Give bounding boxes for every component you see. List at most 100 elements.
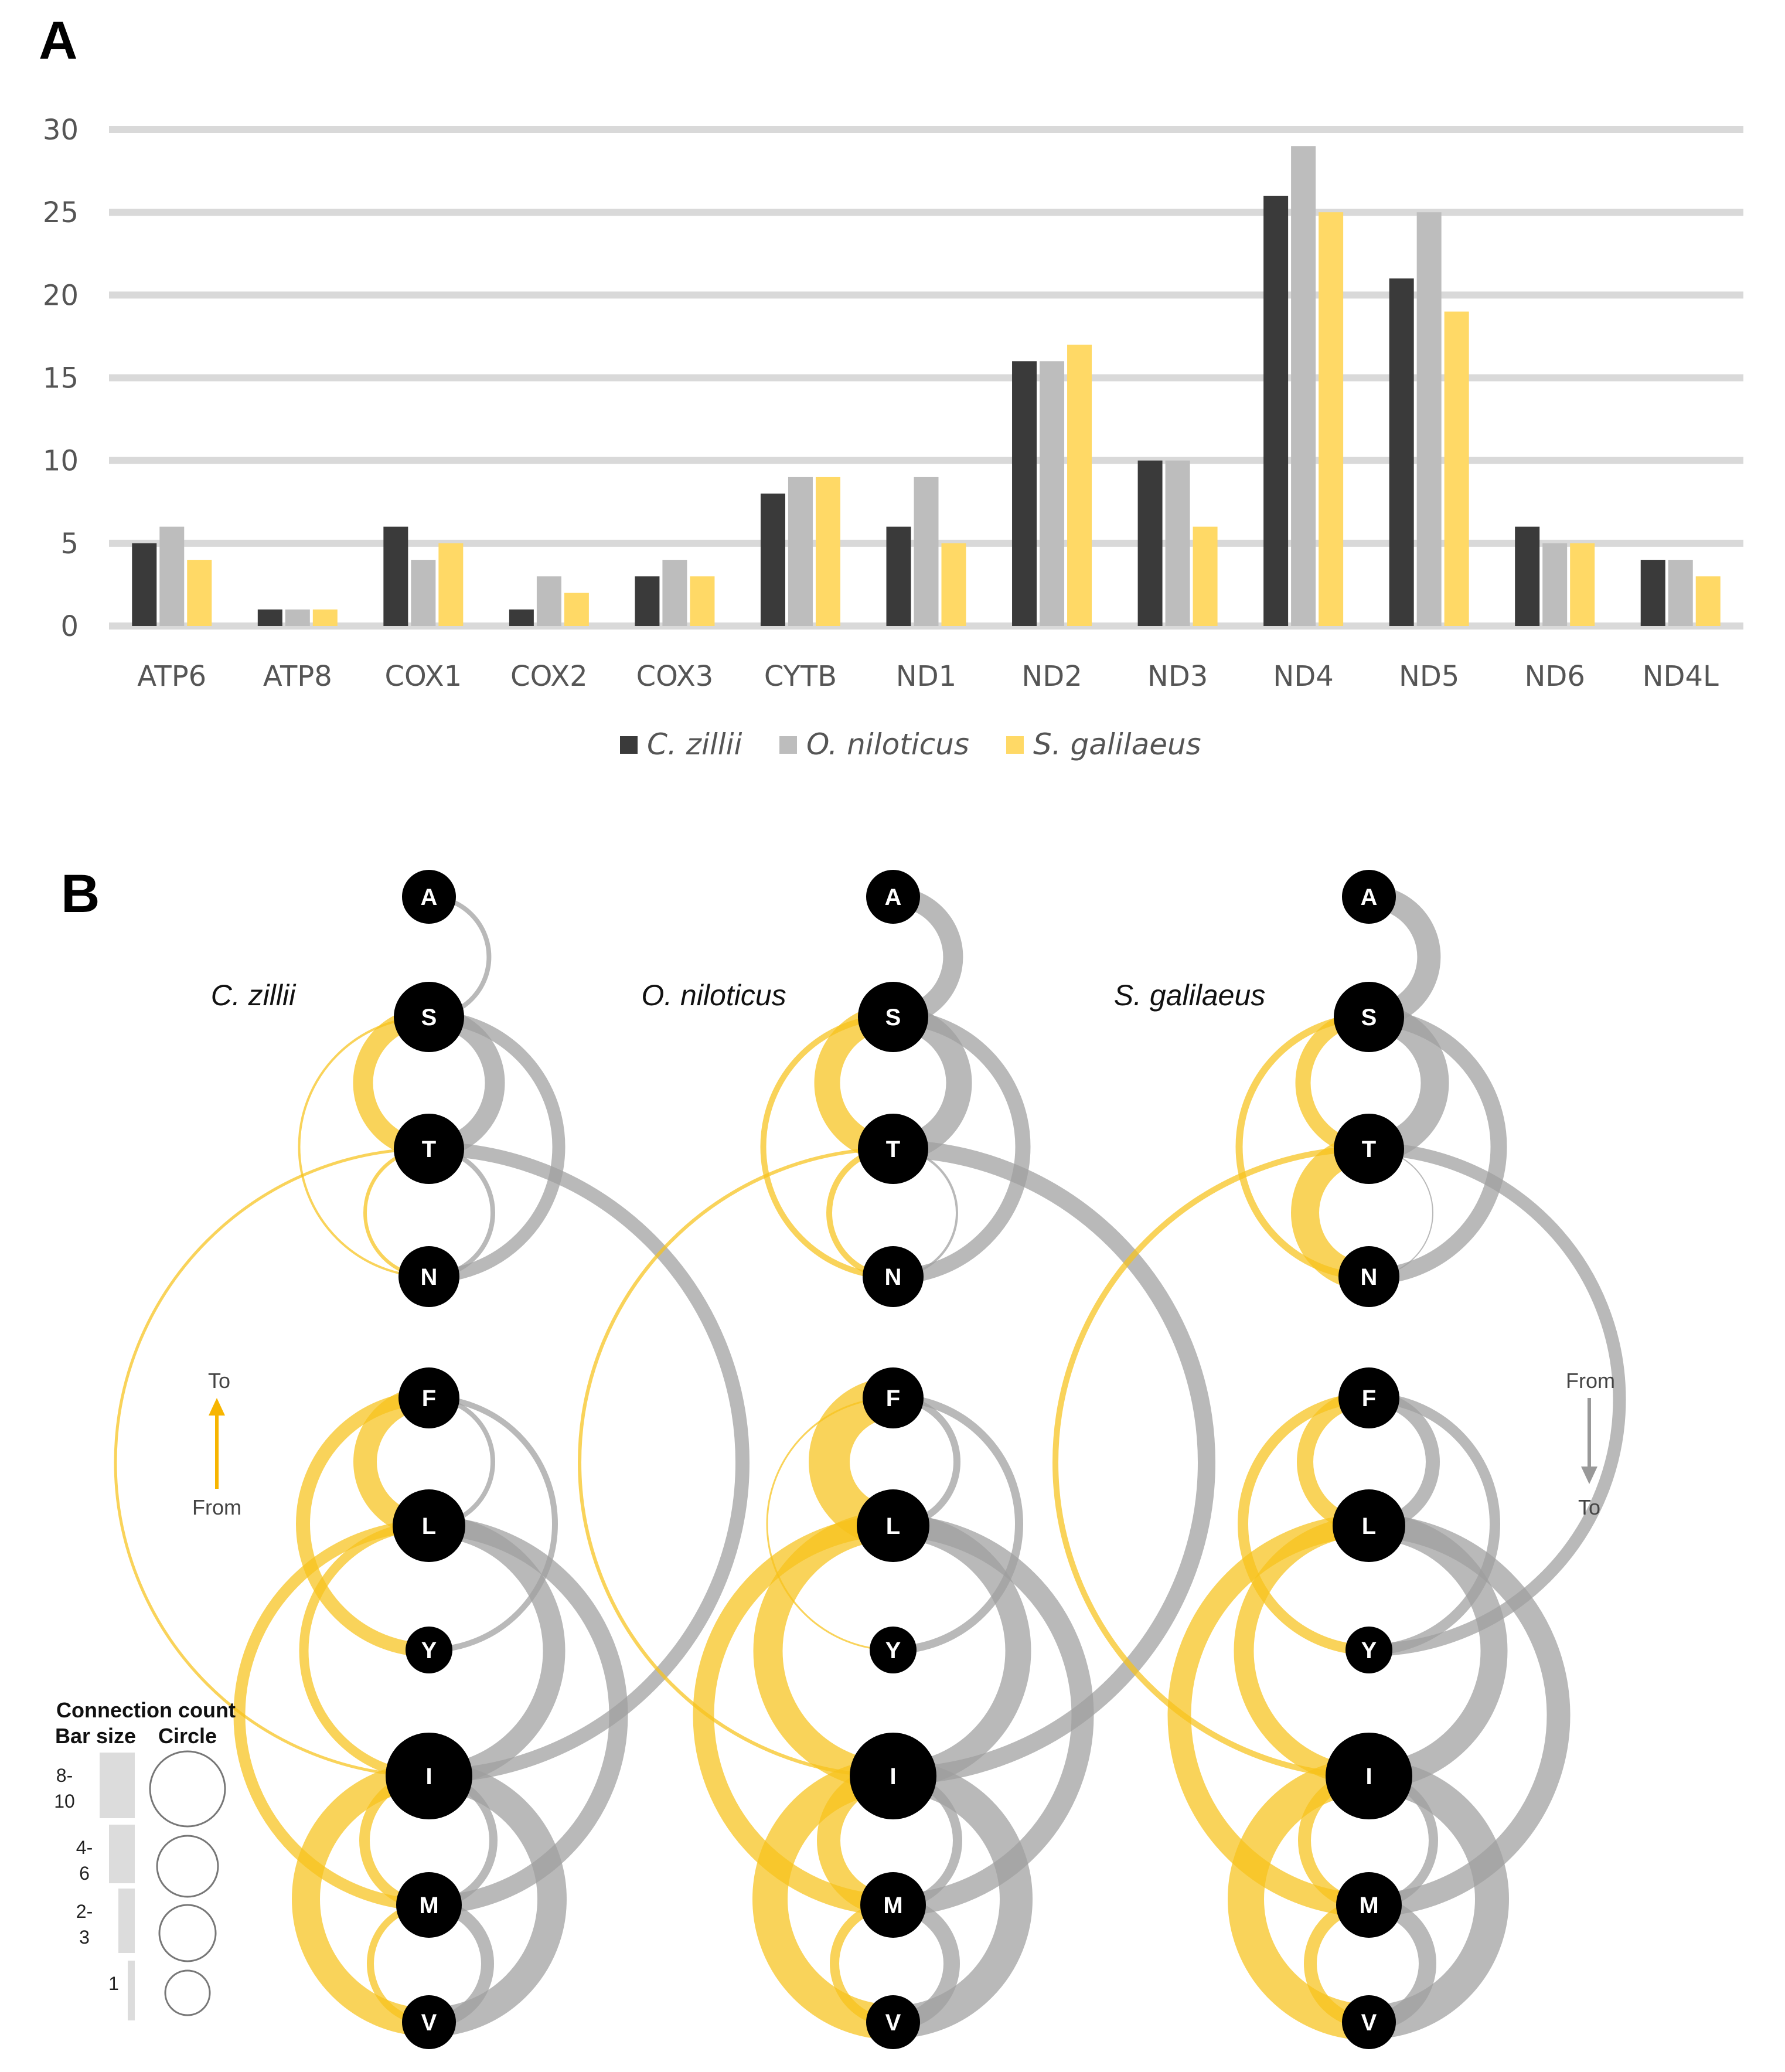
species-label: S. galilaeus <box>1114 979 1266 1012</box>
y-tick-label: 15 <box>43 362 79 395</box>
bar <box>383 526 408 626</box>
connection-arc <box>578 1147 894 1778</box>
x-tick-label: COX1 <box>385 660 462 693</box>
bar <box>1416 212 1442 627</box>
connection-arc <box>1238 1393 1370 1655</box>
amino-acid-node <box>398 1367 459 1428</box>
connection-arc <box>892 1394 1023 1654</box>
bar <box>1165 460 1190 626</box>
bar <box>1040 361 1065 626</box>
connection-arc <box>292 1762 430 2036</box>
amino-acid-node <box>858 982 928 1052</box>
direction-left-bottom: From <box>192 1495 241 1519</box>
x-tick-label: ND6 <box>1524 660 1585 693</box>
bar <box>1640 560 1665 626</box>
bar-series <box>132 146 1721 627</box>
connection-count-title: Connection count <box>56 1698 236 1722</box>
circle-size-swatch <box>156 1835 219 1898</box>
node-label: M <box>419 1893 438 1918</box>
node-label: L <box>886 1513 900 1539</box>
arc-diagram <box>114 885 1626 2040</box>
bar <box>914 477 939 626</box>
node-label: N <box>885 1264 902 1290</box>
bar <box>1137 460 1163 626</box>
amino-acid-node <box>1326 1733 1412 1819</box>
connection-arc <box>233 1520 430 1911</box>
amino-acid-node <box>858 1114 928 1184</box>
node-label: Y <box>1361 1638 1377 1663</box>
y-tick-label: 30 <box>43 114 79 147</box>
bar <box>1291 146 1316 626</box>
amino-acid-node <box>863 1367 924 1428</box>
amino-acid-node <box>1334 982 1404 1052</box>
circle-size-swatch <box>149 1750 226 1828</box>
species-label: O. niloticus <box>641 979 786 1012</box>
legend-swatch <box>620 736 638 754</box>
connection-arc <box>1167 1514 1370 1917</box>
circle-size-swatch <box>158 1904 217 1962</box>
bar <box>1695 576 1721 626</box>
amino-acid-node <box>398 1246 459 1307</box>
gridlines <box>109 126 1743 630</box>
y-tick-label: 25 <box>43 196 79 229</box>
amino-acid-node <box>1342 870 1396 924</box>
amino-acid-nodes: A S T N F L Y I M V A S T N F L Y I M V A S T N F L Y I M V <box>386 870 1412 2049</box>
bar <box>815 477 840 626</box>
bar <box>312 609 338 626</box>
species-label: C. zillii <box>211 979 297 1012</box>
connection-arc <box>1368 1759 1509 2039</box>
node-label: S <box>421 1005 437 1030</box>
node-label: T <box>886 1137 900 1162</box>
bar <box>662 560 687 626</box>
connection-arc <box>693 1515 894 1916</box>
amino-acid-node <box>1338 1246 1399 1307</box>
amino-acid-node <box>866 870 920 924</box>
bar-size-swatch <box>109 1825 135 1883</box>
amino-acid-node <box>857 1489 929 1562</box>
legend-label: O. niloticus <box>806 727 969 761</box>
y-tick-label: 20 <box>43 279 79 312</box>
node-label: Y <box>885 1638 901 1663</box>
bar <box>788 477 813 626</box>
bar-size-header: Bar size <box>55 1724 136 1748</box>
connection-arc <box>1052 1146 1370 1779</box>
y-axis-ticks: 0 5 10 15 20 25 30 <box>43 114 79 643</box>
node-label: L <box>422 1513 436 1539</box>
x-axis-categories: ATP6 ATP8 COX1 COX2 COX3 CYTB ND1 ND2 ND3 ND4 ND5 N… <box>137 660 1719 693</box>
circle-header: Circle <box>158 1724 217 1748</box>
connection-count-level: 4-6 <box>76 1837 93 1884</box>
legend-label: C. zillii <box>647 727 742 761</box>
amino-acid-node <box>863 1246 924 1307</box>
node-label: I <box>425 1764 432 1789</box>
node-label: L <box>1362 1513 1376 1539</box>
connection-arc <box>1368 1393 1500 1655</box>
chart-legend: C. zillii O. niloticus S. galilaeus <box>620 727 1201 761</box>
bar <box>509 609 534 626</box>
connection-arc <box>892 1515 1094 1916</box>
amino-acid-node <box>394 982 464 1052</box>
gray-arrowhead-icon <box>1581 1467 1597 1484</box>
connection-arc <box>760 1014 894 1280</box>
yellow-arrowhead-icon <box>209 1398 225 1416</box>
direction-right-top: From <box>1566 1369 1615 1393</box>
amino-acid-node <box>860 1872 926 1938</box>
legend-label: S. galilaeus <box>1033 727 1201 761</box>
direction-left-top: To <box>208 1369 230 1393</box>
connection-arc <box>428 1516 628 1914</box>
node-label: I <box>890 1764 896 1789</box>
panel-b-letter: B <box>61 864 100 924</box>
connection-count-level: 2-3 <box>76 1901 93 1948</box>
direction-right-bottom: To <box>1578 1495 1600 1519</box>
amino-acid-node <box>866 1995 920 2049</box>
bar <box>1444 311 1469 626</box>
bar <box>285 609 310 626</box>
node-label: A <box>1361 884 1378 910</box>
x-tick-label: ND5 <box>1399 660 1459 693</box>
connection-arc <box>892 1140 1215 1785</box>
node-label: A <box>885 884 902 910</box>
node-label: I <box>1365 1764 1372 1789</box>
amino-acid-node <box>406 1627 452 1673</box>
x-tick-label: ND3 <box>1147 660 1208 693</box>
amino-acid-node <box>1336 1872 1402 1938</box>
